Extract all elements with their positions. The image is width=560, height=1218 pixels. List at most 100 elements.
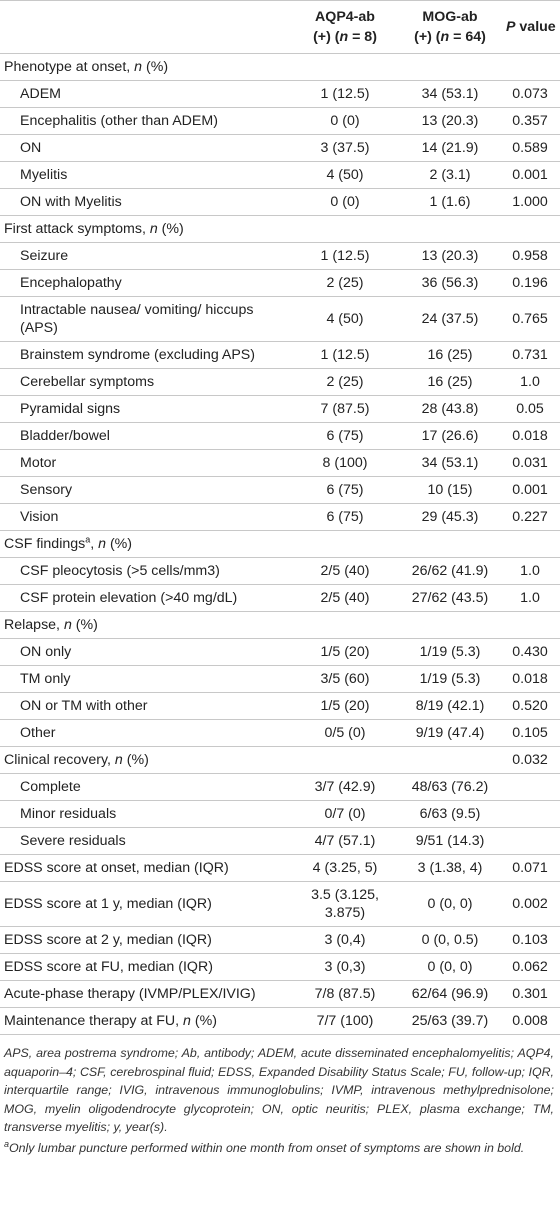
header-aqp4: AQP4-ab (+) (n = 8) [290,0,400,54]
p-value: 1.0 [500,584,560,612]
row-label-n: n [114,752,123,768]
table-row: TM only 3/5 (60) 1/19 (5.3) 0.018 [0,665,560,693]
p-value: 0.002 [500,881,560,927]
row-label-text: EDSS score at FU, median (IQR) [4,959,213,975]
mog-value: 9/19 (47.4) [400,719,500,747]
section-row: EDSS score at 2 y, median (IQR) 3 (0,4) 0 … [0,926,560,954]
mog-value: 62/64 (96.9) [400,980,500,1008]
header-pvalue: P value [500,0,560,54]
row-label-text: Pyramidal signs [20,401,121,417]
row-label-text: Other [20,725,56,741]
mog-value: 6/63 (9.5) [400,800,500,828]
mog-value: 16 (25) [400,368,500,396]
aqp4-value: 4 (50) [290,296,400,342]
p-value: 0.958 [500,242,560,270]
row-label-post: (%) [190,1013,217,1029]
row-label-text: Minor residuals [20,806,117,822]
mog-value [400,530,500,558]
aqp4-value [290,746,400,774]
row-label: EDSS score at FU, median (IQR) [0,953,290,981]
p-value [500,773,560,801]
mog-value: 10 (15) [400,476,500,504]
p-value: 0.196 [500,269,560,297]
row-label-text: Myelitis [20,167,68,183]
p-value: 0.589 [500,134,560,162]
header-p: P [506,19,516,35]
mog-value: 0 (0, 0) [400,881,500,927]
table-row: Brainstem syndrome (excluding APS) 1 (12.… [0,341,560,369]
table-row: Myelitis 4 (50) 2 (3.1) 0.001 [0,161,560,189]
mog-value: 0 (0, 0.5) [400,926,500,954]
table-row: CSF pleocytosis (>5 cells/mm3) 2/5 (40) 26… [0,557,560,585]
row-label: Cerebellar symptoms [0,368,290,396]
row-label-text: Relapse, [4,617,64,633]
row-label: Bladder/bowel [0,422,290,450]
mog-value [400,746,500,774]
p-value [500,530,560,558]
p-value: 0.301 [500,980,560,1008]
row-label: Acute-phase therapy (IVMP/PLEX/IVIG) [0,980,290,1008]
header-aqp4-n: n [339,29,349,45]
section-row: Relapse, n (%) [0,611,560,639]
table-row: Bladder/bowel 6 (75) 17 (26.6) 0.018 [0,422,560,450]
p-value: 0.073 [500,80,560,108]
header-mog-pre: (+) ( [414,29,441,45]
section-row: EDSS score at 1 y, median (IQR) 3.5 (3.12… [0,881,560,927]
table-row: Pyramidal signs 7 (87.5) 28 (43.8) 0.05 [0,395,560,423]
table-row: Other 0/5 (0) 9/19 (47.4) 0.105 [0,719,560,747]
row-label: Maintenance therapy at FU, n (%) [0,1007,290,1035]
row-label: Pyramidal signs [0,395,290,423]
p-value: 1.0 [500,557,560,585]
mog-value: 27/62 (43.5) [400,584,500,612]
row-label-text: Acute-phase therapy (IVMP/PLEX/IVIG) [4,986,256,1002]
aqp4-value: 2/5 (40) [290,557,400,585]
results-table: AQP4-ab (+) (n = 8) MOG-ab (+) (n = 64) … [0,0,560,1035]
row-label-text: ON or TM with other [20,698,148,714]
row-label-text: Motor [20,455,57,471]
section-row: First attack symptoms, n (%) [0,215,560,243]
row-label-text: CSF pleocytosis (>5 cells/mm3) [20,563,220,579]
row-label: Myelitis [0,161,290,189]
aqp4-value: 4 (50) [290,161,400,189]
table-row: ON 3 (37.5) 14 (21.9) 0.589 [0,134,560,162]
row-label: Encephalopathy [0,269,290,297]
mog-value: 14 (21.9) [400,134,500,162]
header-blank [0,0,290,54]
aqp4-value: 7/7 (100) [290,1007,400,1035]
row-label-post: (%) [122,752,149,768]
p-value: 0.227 [500,503,560,531]
aqp4-value: 1 (12.5) [290,242,400,270]
mog-value: 34 (53.1) [400,449,500,477]
row-label: ON or TM with other [0,692,290,720]
row-label-text: ON with Myelitis [20,194,122,210]
p-value [500,611,560,639]
p-value: 0.001 [500,161,560,189]
mog-value [400,215,500,243]
aqp4-value: 0 (0) [290,107,400,135]
mog-value: 28 (43.8) [400,395,500,423]
header-p-rest: value [515,19,556,35]
table-page: AQP4-ab (+) (n = 8) MOG-ab (+) (n = 64) … [0,0,560,1155]
p-value: 0.001 [500,476,560,504]
footnote-a-text: Only lumbar puncture performed within on… [9,1140,525,1155]
mog-value: 17 (26.6) [400,422,500,450]
aqp4-value: 1/5 (20) [290,692,400,720]
table-row: Motor 8 (100) 34 (53.1) 0.031 [0,449,560,477]
aqp4-value: 4 (3.25, 5) [290,854,400,882]
row-label: Vision [0,503,290,531]
table-header: AQP4-ab (+) (n = 8) MOG-ab (+) (n = 64) … [0,0,560,54]
table-row: Vision 6 (75) 29 (45.3) 0.227 [0,503,560,531]
row-label: Severe residuals [0,827,290,855]
table-row: ADEM 1 (12.5) 34 (53.1) 0.073 [0,80,560,108]
row-label: Complete [0,773,290,801]
mog-value: 34 (53.1) [400,80,500,108]
row-label: Sensory [0,476,290,504]
row-label-text: Maintenance therapy at FU, [4,1013,184,1029]
row-label-text: Bladder/bowel [20,428,110,444]
mog-value: 13 (20.3) [400,242,500,270]
row-label-sup: a [85,534,91,545]
row-label-text: ON [20,140,42,156]
header-aqp4-post: = 8) [348,29,377,45]
mog-value: 3 (1.38, 4) [400,854,500,882]
aqp4-value [290,530,400,558]
